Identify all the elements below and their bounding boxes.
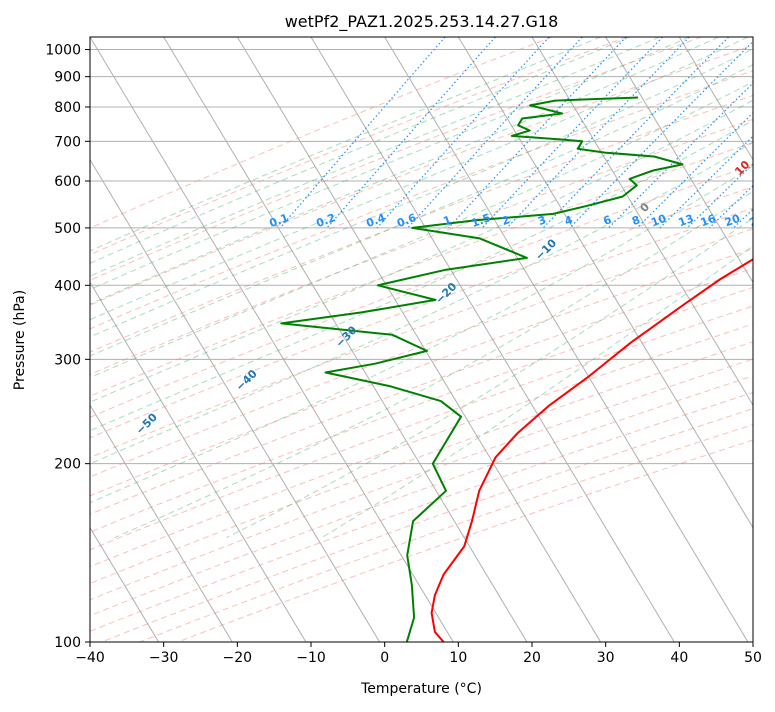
mixing-ratio-label: 10	[649, 212, 668, 230]
x-axis-label: Temperature (°C)	[360, 681, 482, 697]
x-tick-label: −30	[149, 650, 179, 666]
isotherm-line	[0, 37, 306, 642]
dry-adiabat	[178, 37, 775, 642]
y-tick-label: 800	[54, 100, 81, 116]
dewpoint-profile-line	[281, 98, 682, 643]
y-axis-label: Pressure (hPa)	[12, 290, 28, 390]
mixing-ratio-label: 8	[630, 213, 642, 228]
mixing-ratio-label: 0.1	[268, 211, 291, 230]
y-tick-label: 200	[54, 457, 81, 473]
x-tick-label: 20	[523, 650, 541, 666]
dry-adiabat	[0, 37, 627, 642]
background-lines	[0, 37, 775, 642]
y-tick-label: 700	[54, 134, 81, 150]
moist-adiabat-label: 10	[732, 158, 752, 178]
mixing-ratio-label: 6	[602, 213, 614, 228]
y-tick-label: 600	[54, 174, 81, 190]
x-tick-label: 0	[380, 650, 389, 666]
dry-adiabat	[0, 37, 775, 642]
x-tick-label: 30	[597, 650, 615, 666]
x-tick-label: −20	[223, 650, 253, 666]
mixing-ratio-label: 1.5	[470, 211, 493, 230]
moist-adiabat	[0, 37, 748, 538]
dry-adiabat	[0, 37, 552, 642]
mixing-ratio-label: 13	[677, 212, 696, 229]
mixing-ratio-label: 25	[748, 212, 767, 229]
moist-adiabat	[0, 37, 689, 538]
x-tick-label: −40	[75, 650, 105, 666]
isotherm-line	[753, 37, 775, 642]
mixing-ratio-label: 30	[768, 212, 775, 230]
y-tick-label: 1000	[45, 43, 81, 59]
mixing-ratio-label: 4	[563, 213, 575, 228]
mixing-ratio-line	[734, 37, 775, 228]
mixing-ratio-line	[609, 37, 775, 228]
axes: −40 −30 −20 −10 0 10 20 30 40 50 1000 900 800 700 600 5…	[45, 43, 762, 666]
mixing-ratio-label: 2	[500, 213, 512, 228]
mixing-ratio-line	[758, 37, 775, 228]
mixing-ratio-label: 1	[441, 213, 453, 228]
isotherm-line	[458, 37, 775, 642]
mixing-ratio-label: 16	[699, 212, 718, 230]
x-tick-label: 50	[744, 650, 762, 666]
mixing-ratio-label: 20	[723, 212, 742, 230]
y-tick-label: 300	[54, 352, 81, 368]
chart-title: wetPf2_PAZ1.2025.253.14.27.G18	[285, 12, 559, 32]
isotherm-label: −30	[333, 323, 360, 350]
line-labels: 0.10.20.40.611.52346810131620253036−100−…	[0, 72, 775, 658]
isotherm-label: −50	[133, 410, 160, 437]
isotherm-line	[90, 37, 453, 642]
x-tick-label: 10	[449, 650, 467, 666]
isotherm-line	[606, 37, 775, 642]
y-tick-label: 400	[54, 278, 81, 294]
mixing-ratio-line	[280, 37, 445, 228]
y-tick-label: 500	[54, 221, 81, 237]
mixing-ratio-line	[327, 37, 495, 228]
x-tick-label: 40	[670, 650, 688, 666]
y-tick-label: 100	[54, 635, 81, 651]
temperature-profile-line	[432, 98, 775, 643]
isotherm-line	[16, 37, 379, 642]
x-tick-label: −10	[296, 650, 326, 666]
mixing-ratio-line	[637, 37, 775, 228]
isotherm-line	[0, 37, 11, 642]
y-tick-label: 900	[54, 70, 81, 86]
